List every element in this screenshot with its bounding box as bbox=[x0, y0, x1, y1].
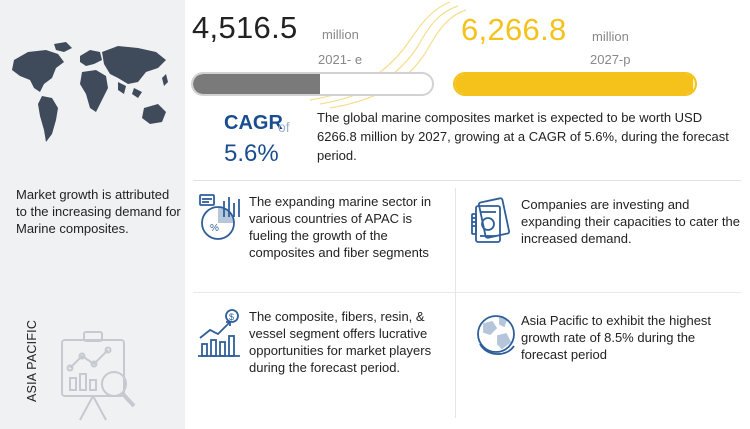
market-summary: The global marine composites market is e… bbox=[317, 110, 729, 163]
unit-2021: million bbox=[322, 27, 359, 42]
key-point-2: Companies are investing and expanding th… bbox=[521, 197, 740, 246]
divider bbox=[193, 292, 741, 293]
globe-icon bbox=[477, 315, 515, 355]
unit-2027: million bbox=[592, 29, 629, 44]
progress-bar-2021 bbox=[191, 72, 434, 96]
market-value-2021: 4,516.5 bbox=[192, 10, 298, 45]
progress-fill-2027 bbox=[455, 74, 693, 94]
marine-chart-icon: % bbox=[199, 194, 240, 240]
market-growth-text: Market growth is attributed to the incre… bbox=[16, 187, 181, 236]
year-2021: 2021- e bbox=[318, 52, 363, 67]
key-point-1: The expanding marine sector in various c… bbox=[249, 194, 432, 260]
market-value-2027: 6,266.8 bbox=[461, 12, 567, 47]
cagr-value: 5.6% bbox=[224, 140, 279, 167]
divider bbox=[193, 180, 741, 181]
progress-bar-2027 bbox=[453, 72, 697, 96]
svg-text:%: % bbox=[210, 223, 219, 234]
growth-bar-chart-icon: $ bbox=[198, 309, 240, 357]
svg-text:$: $ bbox=[229, 312, 234, 322]
region-label: ASIA PACIFIC bbox=[25, 319, 39, 402]
cagr-label: CAGR bbox=[224, 112, 283, 134]
key-point-4: Asia Pacific to exhibit the highest grow… bbox=[521, 313, 712, 362]
presentation-board-icon bbox=[61, 331, 136, 421]
key-point-3: The composite, fibers, resin, & vessel s… bbox=[249, 309, 432, 375]
cagr-of: of bbox=[278, 119, 290, 135]
year-2027: 2027-p bbox=[590, 52, 631, 67]
money-stack-icon bbox=[471, 197, 511, 243]
divider bbox=[455, 188, 456, 418]
progress-fill-2021 bbox=[193, 74, 320, 94]
world-map-icon bbox=[12, 42, 168, 142]
left-panel: Market growth is attributed to the incre… bbox=[0, 0, 185, 429]
